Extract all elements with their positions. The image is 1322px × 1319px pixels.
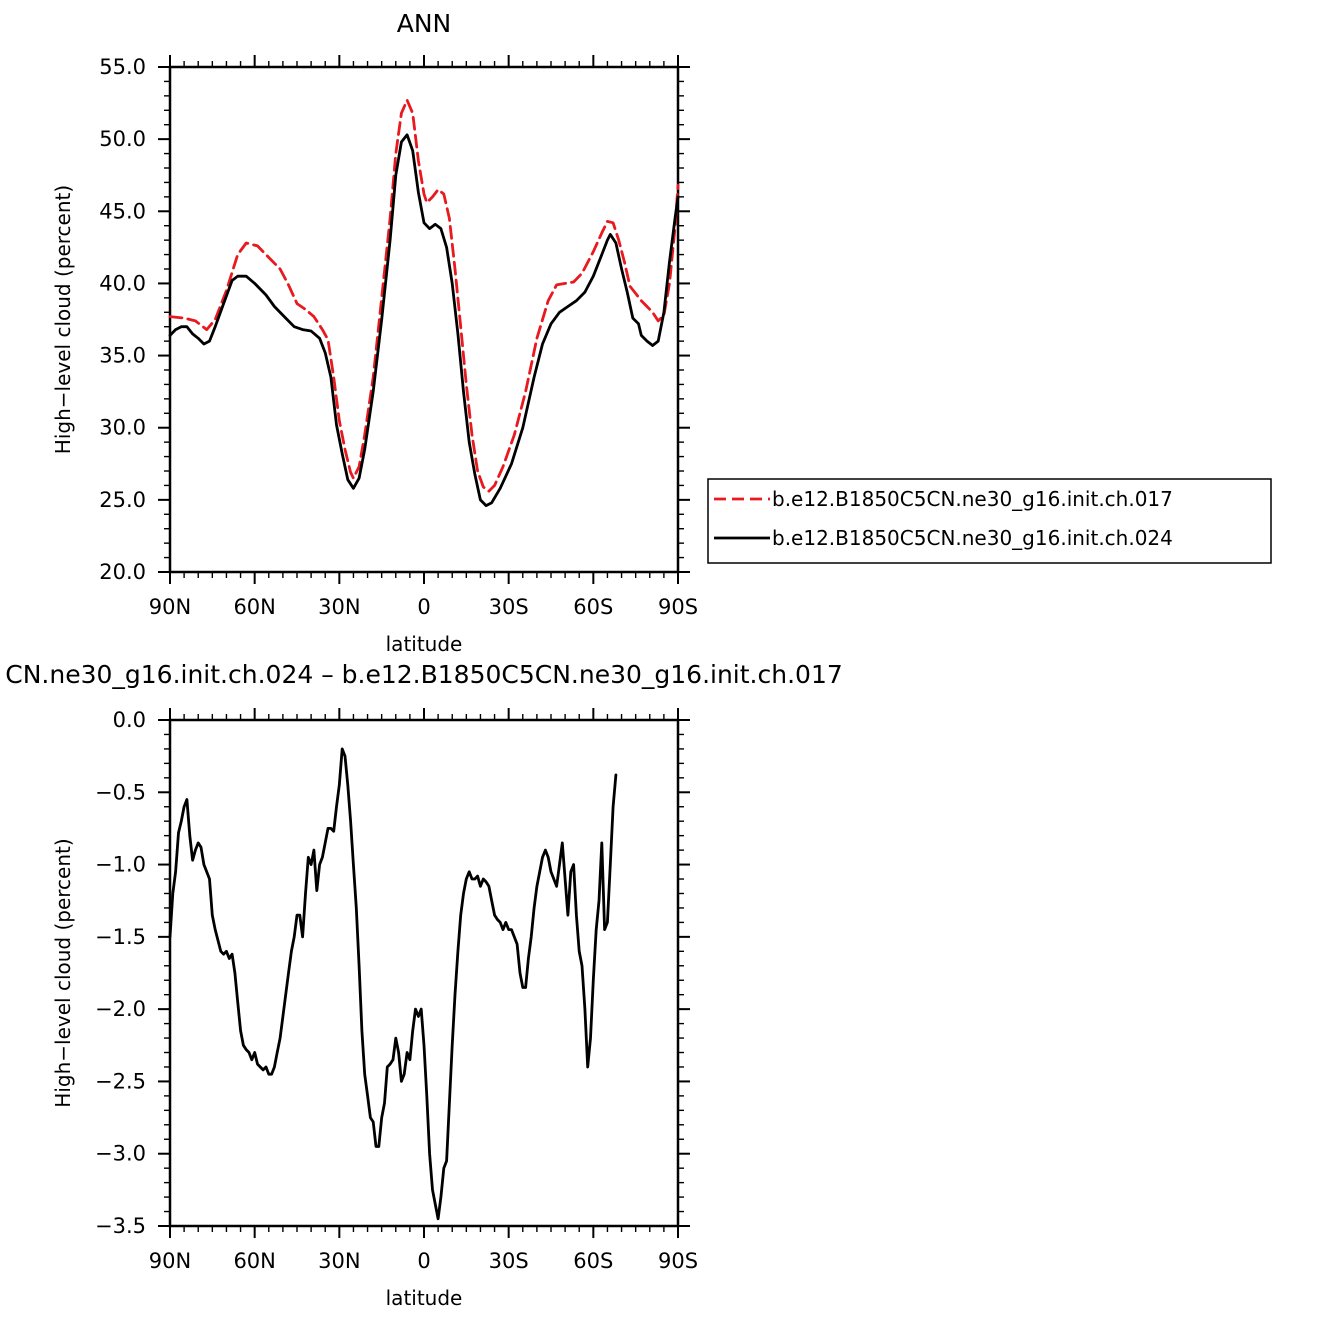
x-tick-label: 90N — [149, 1249, 191, 1273]
chart-title-0: ANN — [397, 9, 452, 38]
x-tick-label: 60S — [573, 595, 613, 619]
y-tick-label: −1.0 — [95, 853, 146, 877]
series-line-1-0 — [168, 747, 618, 1221]
series-line-0-1 — [168, 133, 680, 507]
x-axis-label: latitude — [386, 1286, 463, 1310]
chart-title-1: CN.ne30_g16.init.ch.024 – b.e12.B1850C5C… — [5, 660, 843, 689]
y-tick-label: 30.0 — [99, 416, 146, 440]
y-axis-label: High−level cloud (percent) — [51, 838, 75, 1107]
x-tick-label: 30S — [489, 595, 529, 619]
y-tick-label: 55.0 — [99, 55, 146, 79]
y-tick-label: 50.0 — [99, 127, 146, 151]
x-tick-label: 90S — [658, 1249, 698, 1273]
x-tick-label: 0 — [417, 595, 430, 619]
y-tick-label: −2.5 — [95, 1069, 146, 1093]
y-tick-label: −2.0 — [95, 997, 146, 1021]
x-tick-label: 90N — [149, 595, 191, 619]
legend-entry-0: b.e12.B1850C5CN.ne30_g16.init.ch.017 — [772, 487, 1173, 511]
y-tick-label: −3.5 — [95, 1214, 146, 1238]
x-tick-label: 60S — [573, 1249, 613, 1273]
y-axis-label: High−level cloud (percent) — [51, 185, 75, 454]
series-line-0-0 — [168, 98, 680, 493]
x-tick-label: 0 — [417, 1249, 430, 1273]
y-tick-label: 20.0 — [99, 560, 146, 584]
y-tick-label: −0.5 — [95, 780, 146, 804]
y-tick-label: 25.0 — [99, 488, 146, 512]
y-tick-label: 35.0 — [99, 344, 146, 368]
plot-frame-1 — [168, 718, 680, 1228]
legend-entry-1: b.e12.B1850C5CN.ne30_g16.init.ch.024 — [772, 526, 1173, 550]
x-tick-label: 30S — [489, 1249, 529, 1273]
x-tick-label: 60N — [233, 595, 275, 619]
y-tick-label: 0.0 — [113, 708, 146, 732]
x-tick-label: 30N — [318, 1249, 360, 1273]
y-tick-label: −3.0 — [95, 1142, 146, 1166]
x-tick-label: 90S — [658, 595, 698, 619]
y-tick-label: 45.0 — [99, 199, 146, 223]
x-tick-label: 60N — [233, 1249, 275, 1273]
x-axis-label: latitude — [386, 632, 463, 656]
y-tick-label: 40.0 — [99, 271, 146, 295]
y-tick-label: −1.5 — [95, 925, 146, 949]
plot-frame-0 — [168, 65, 680, 574]
x-tick-label: 30N — [318, 595, 360, 619]
legend-box — [707, 478, 1272, 564]
